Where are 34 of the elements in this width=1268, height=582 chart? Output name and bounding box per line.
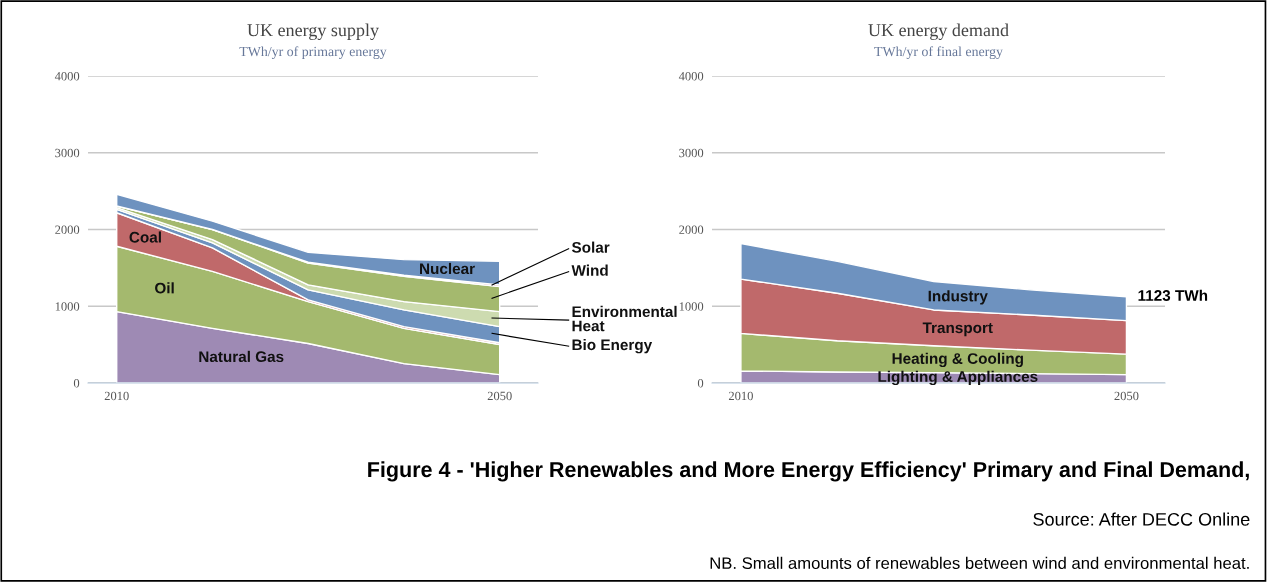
caption: Figure 4 - 'Higher Renewables and More Energy Efficiency' Primary and Final Demand, bbox=[368, 461, 1249, 482]
y-tick-label: 0 bbox=[73, 379, 80, 388]
series-label: Industry bbox=[928, 290, 988, 305]
series-label: Lighting & Appliances bbox=[878, 370, 1038, 386]
x-tick-label: 2010 bbox=[104, 391, 129, 401]
x-tick-label: 2050 bbox=[487, 391, 512, 401]
chart-title: UK energy supply bbox=[247, 23, 379, 40]
y-tick-label: 1000 bbox=[679, 302, 704, 311]
series-label: Transport bbox=[922, 322, 993, 337]
y-tick-label: 3000 bbox=[679, 148, 704, 158]
chart-subtitle: TWh/yr of final energy bbox=[874, 46, 1003, 60]
text: Environmental Heat bbox=[572, 305, 677, 332]
chart-subtitle: TWh/yr of primary energy bbox=[239, 46, 387, 60]
text: Bio Energy bbox=[572, 339, 653, 354]
chart-title: UK energy demand bbox=[868, 23, 1009, 40]
source-note: Source: After DECC Online bbox=[1033, 512, 1250, 526]
text: Wind bbox=[571, 264, 608, 276]
series-label: Heating & Cooling bbox=[892, 352, 1023, 368]
y-tick-label: 0 bbox=[697, 379, 704, 388]
y-tick-label: 3000 bbox=[55, 148, 80, 158]
series-label: Oil bbox=[155, 282, 174, 294]
y-tick-label: 4000 bbox=[678, 72, 704, 81]
y-tick-label: 2000 bbox=[679, 225, 704, 234]
y-tick-label: 4000 bbox=[54, 72, 80, 81]
series-label: Natural Gas bbox=[199, 350, 284, 363]
text: Solar bbox=[571, 241, 610, 253]
annotation: 1123 TWh bbox=[1138, 289, 1208, 301]
x-tick-label: 2010 bbox=[728, 391, 753, 401]
x-tick-label: 2050 bbox=[1114, 391, 1139, 401]
series-label: Nuclear bbox=[420, 262, 475, 275]
text: NB. Small amounts of renewables between wind and environmental heat. bbox=[710, 556, 1249, 570]
y-tick-label: 1000 bbox=[55, 302, 80, 311]
series-label: Coal bbox=[129, 231, 161, 243]
y-tick-label: 2000 bbox=[55, 225, 80, 234]
